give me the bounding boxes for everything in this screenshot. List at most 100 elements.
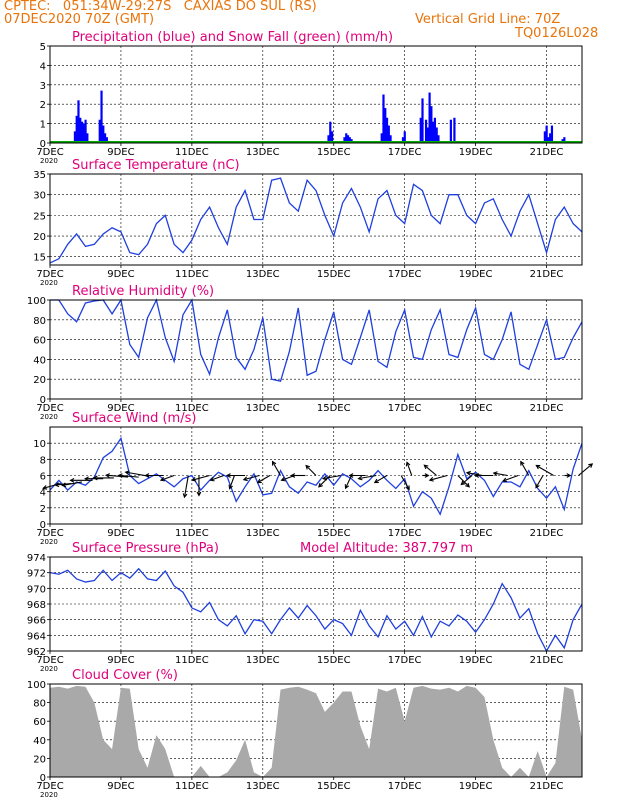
x-tick-label: 11DEC <box>175 655 209 666</box>
wind-arrow <box>535 475 544 488</box>
wind-arrow <box>374 475 388 483</box>
y-tick-label: 15 <box>33 253 46 264</box>
precip-bar <box>432 121 435 143</box>
precip-bar <box>82 123 85 143</box>
x-tick-label: 11DEC <box>175 403 209 414</box>
wind-arrow-head <box>271 460 277 466</box>
wind-arrow-head <box>460 480 466 486</box>
wind-arrow <box>257 475 271 483</box>
precip-bar <box>426 127 429 143</box>
x-tick-label: 19DEC <box>459 655 493 666</box>
wind-arrow-head <box>424 473 430 478</box>
panel-5 <box>47 683 583 780</box>
x-tick-label: 13DEC <box>246 528 280 539</box>
precip-bar <box>380 133 383 143</box>
x-tick-label: 21DEC <box>530 655 564 666</box>
y-tick-label: 2 <box>40 504 46 515</box>
x-tick-label: 11DEC <box>175 269 209 280</box>
y-tick-label: 100 <box>27 680 46 691</box>
precip-bar <box>84 119 87 143</box>
wind-arrow-head <box>42 485 48 490</box>
y-tick-label: 974 <box>27 553 46 564</box>
wind-arrow-head <box>357 475 363 481</box>
wind-arrow-head <box>344 484 350 490</box>
wind-arrow-head <box>465 482 470 488</box>
x-tick-label: 9DEC <box>107 528 134 539</box>
wind-arrow-head <box>502 477 508 483</box>
wind-arrow-head <box>54 482 60 488</box>
precip-bar <box>545 125 548 143</box>
x-tick-label: 13DEC <box>246 781 280 792</box>
wind-arrow-head <box>84 476 89 482</box>
wind-arrow-head <box>428 476 434 482</box>
y-tick-label: 964 <box>27 631 46 642</box>
y-tick-label: 100 <box>27 296 46 307</box>
y-tick-label: 60 <box>33 336 46 347</box>
model-altitude-label: Model Altitude: 387.797 m <box>300 541 473 556</box>
x-tick-label: 9DEC <box>107 269 134 280</box>
panel-title: Precipitation (blue) and Snow Fall (gree… <box>72 30 393 45</box>
precip-bar <box>327 135 330 143</box>
y-tick-label: 20 <box>33 375 46 386</box>
x-tick-label: 15DEC <box>317 147 351 158</box>
wind-arrow <box>460 475 473 485</box>
x-tick-label: 15DEC <box>317 269 351 280</box>
wind-arrow <box>243 474 260 481</box>
wind-arrow <box>520 461 530 476</box>
precip-bar <box>401 137 405 143</box>
panel-frame <box>49 299 583 400</box>
y-tick-label: 10 <box>33 439 46 450</box>
wind-arrow <box>192 474 210 481</box>
x-tick-label: 19DEC <box>459 528 493 539</box>
precip-bar <box>435 127 438 143</box>
x-tick-label: 21DEC <box>530 528 564 539</box>
precip-bar <box>385 117 389 143</box>
wind-arrow <box>272 461 282 476</box>
y-tick-label: 0 <box>40 520 46 531</box>
precip-bar <box>345 133 348 143</box>
wind-arrow <box>457 475 470 488</box>
wind-arrow-head <box>225 473 231 478</box>
x-tick-label: 13DEC <box>246 403 280 414</box>
year-label: 2020 <box>40 538 58 546</box>
wind-arrow <box>493 472 508 477</box>
y-tick-label: 970 <box>27 584 46 595</box>
x-tick-label: 17DEC <box>388 269 422 280</box>
x-tick-label: 13DEC <box>246 147 280 158</box>
precip-bar <box>382 94 385 143</box>
precip-bar <box>428 92 431 143</box>
wind-arrow-head <box>535 464 541 470</box>
precip-bar <box>403 131 406 143</box>
wind-arrow <box>536 465 554 476</box>
precip-bar <box>330 131 334 143</box>
station-header: CPTEC: 051:34W-29:27S CAXIAS DO SUL (RS) <box>4 0 317 14</box>
y-tick-label: 3 <box>40 81 46 92</box>
panel-0 <box>47 45 583 146</box>
wind-arrow-head <box>256 478 262 484</box>
x-tick-label: 15DEC <box>317 655 351 666</box>
precip-bar <box>98 119 101 143</box>
x-tick-label: 11DEC <box>175 528 209 539</box>
wind-arrow-head <box>566 473 572 478</box>
precip-bar <box>430 106 433 143</box>
x-tick-label: 21DEC <box>530 781 564 792</box>
y-tick-label: 20 <box>33 232 46 243</box>
y-tick-label: 60 <box>33 717 46 728</box>
wind-arrow <box>429 474 448 481</box>
run-date-header: 07DEC2020 70Z (GMT) <box>4 12 155 27</box>
wind-arrow-head <box>348 473 354 478</box>
wind-arrow-head <box>405 485 410 491</box>
panel-frame <box>49 173 583 266</box>
panel-title: Surface Wind (m/s) <box>72 411 196 426</box>
y-tick-label: 6 <box>40 472 46 483</box>
wind-arrow-head <box>124 470 130 476</box>
precip-bar <box>103 133 107 143</box>
y-tick-label: 5 <box>40 42 46 53</box>
x-tick-label: 19DEC <box>459 269 493 280</box>
cloud-cover-area <box>50 685 582 777</box>
precip-bar <box>449 119 452 143</box>
year-label: 2020 <box>40 665 58 673</box>
wind-arrow-head <box>196 491 202 497</box>
